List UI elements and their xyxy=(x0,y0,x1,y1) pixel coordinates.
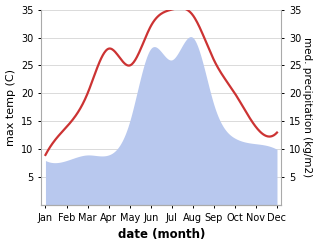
Y-axis label: max temp (C): max temp (C) xyxy=(5,69,16,146)
X-axis label: date (month): date (month) xyxy=(118,228,205,242)
Y-axis label: med. precipitation (kg/m2): med. precipitation (kg/m2) xyxy=(302,37,313,177)
